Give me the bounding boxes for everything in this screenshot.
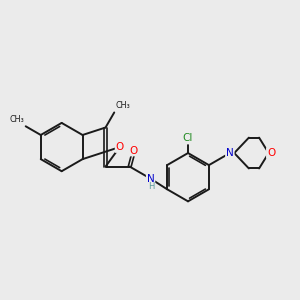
Text: N: N: [147, 174, 154, 184]
Text: N: N: [226, 148, 234, 158]
Text: CH₃: CH₃: [116, 101, 130, 110]
Text: O: O: [130, 146, 138, 155]
Text: CH₃: CH₃: [10, 115, 25, 124]
Text: H: H: [148, 182, 154, 191]
Text: O: O: [267, 148, 275, 158]
Text: Cl: Cl: [183, 133, 193, 143]
Text: O: O: [116, 142, 124, 152]
